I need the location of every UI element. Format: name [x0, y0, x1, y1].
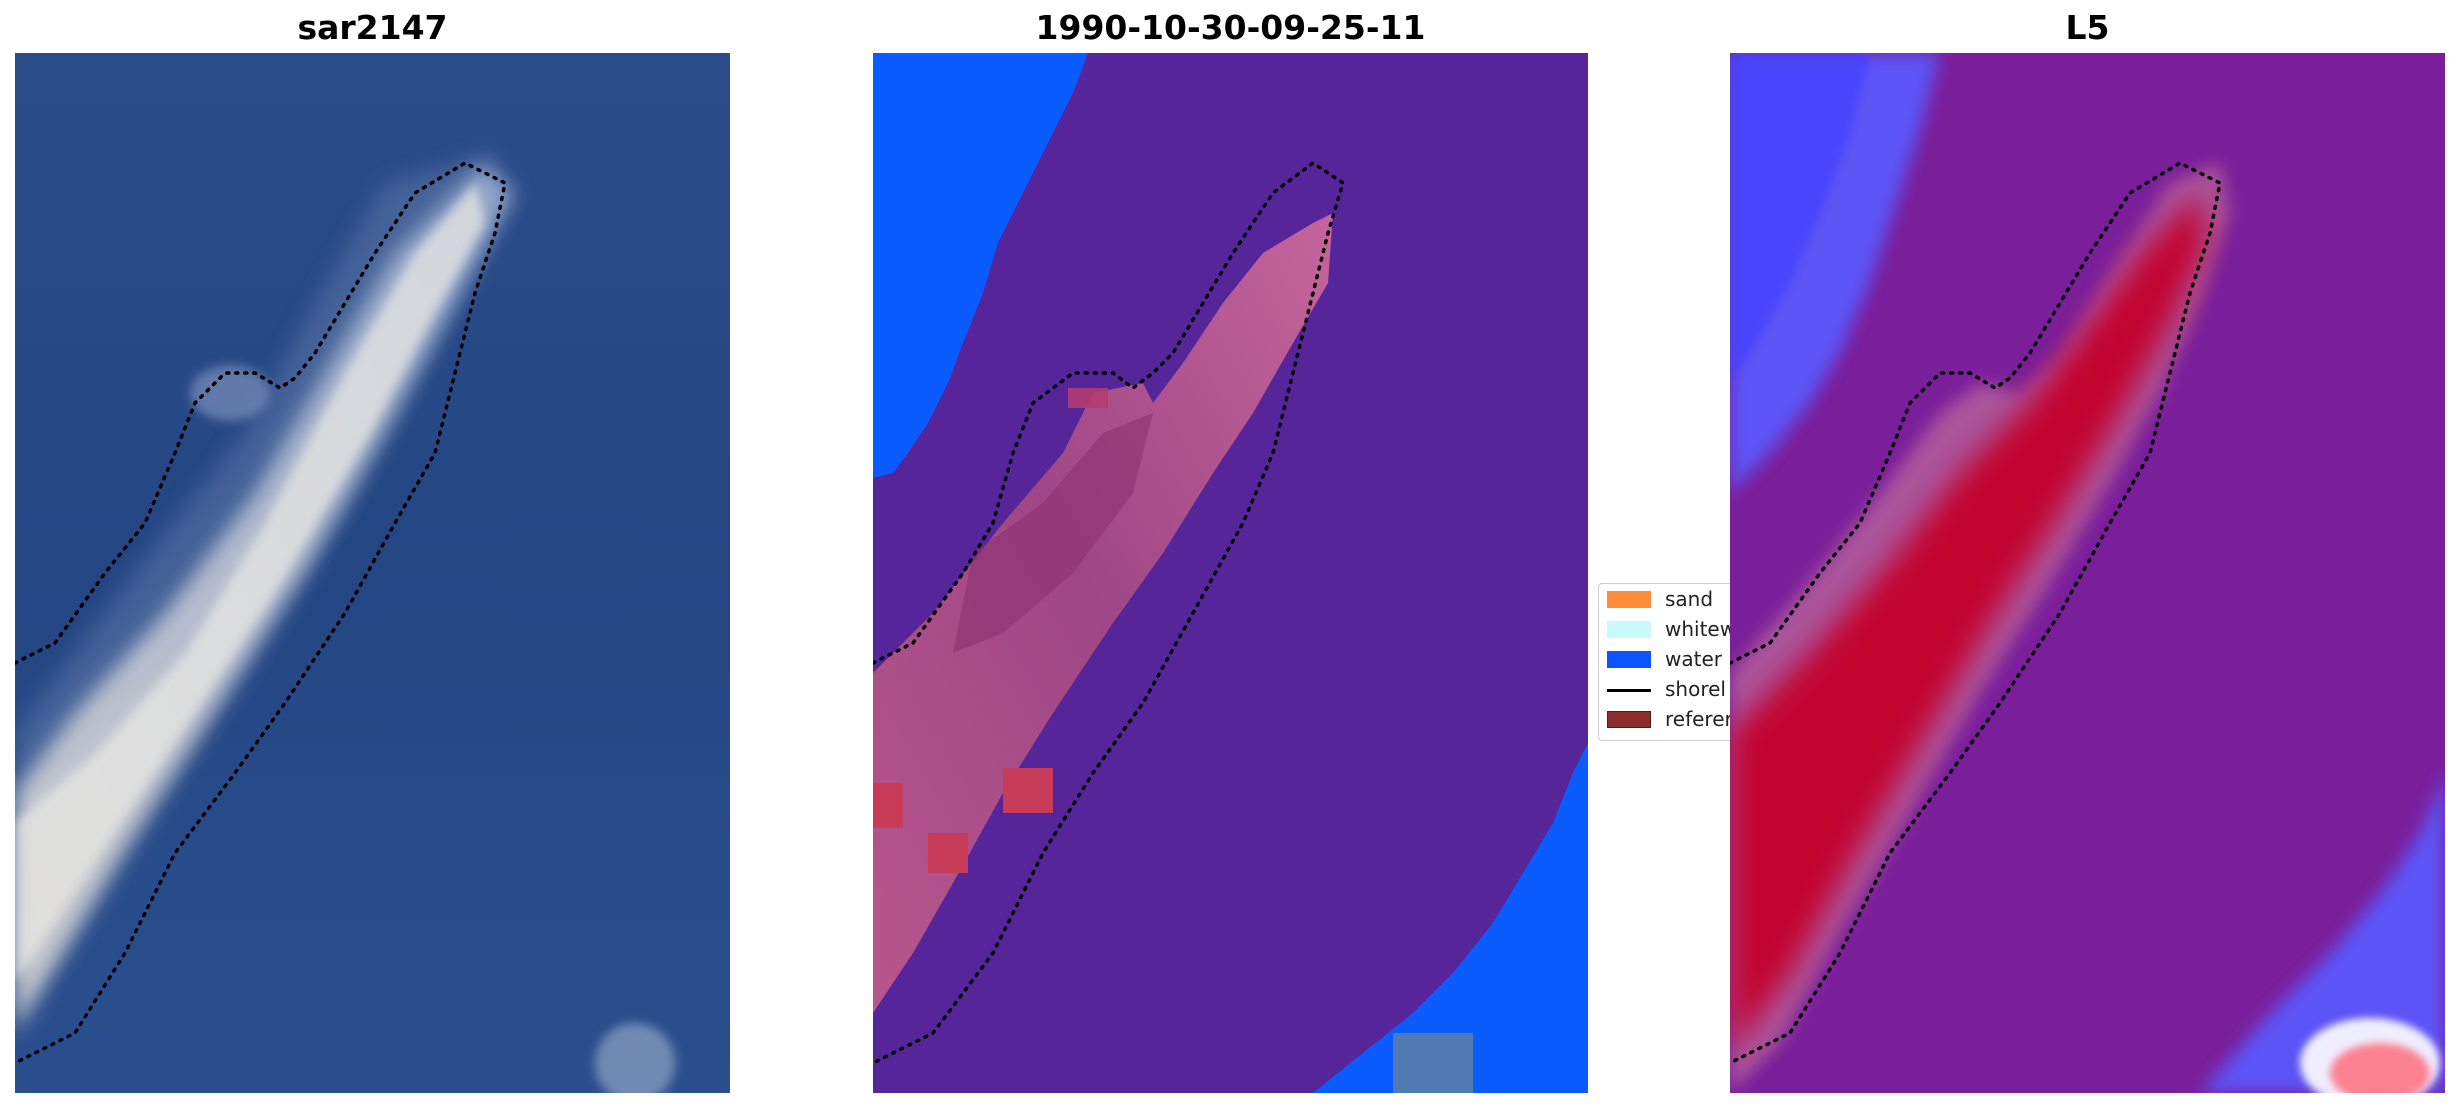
panel-title-rgb: sar2147 — [297, 8, 448, 47]
rgb-image-panel — [15, 53, 730, 1093]
classification-panel — [873, 53, 1588, 1093]
panel-title-probability: L5 — [2065, 8, 2110, 47]
reference-swatch — [1607, 711, 1651, 728]
legend-item-shoreline: shorel — [1599, 676, 1769, 702]
legend-label: water — [1665, 647, 1722, 671]
whitewater-swatch — [1607, 621, 1651, 638]
reference-shoreline — [15, 161, 507, 1065]
probability-panel — [1730, 53, 2445, 1093]
water-region-top-left — [873, 53, 1088, 478]
legend-item-sand: sand — [1599, 586, 1769, 612]
panel-title-classification: 1990-10-30-09-25-11 — [1035, 8, 1426, 47]
spit-land-region — [873, 213, 1333, 1013]
water-swatch — [1607, 651, 1651, 668]
legend-label: sand — [1665, 587, 1714, 611]
sand-swatch — [1607, 591, 1651, 608]
water-region-bottom-right — [1313, 743, 1588, 1093]
reference-patch — [1003, 768, 1053, 813]
legend-label: shorel — [1665, 677, 1726, 701]
legend-label: whitew — [1665, 617, 1737, 641]
legend-item-water: water — [1599, 646, 1769, 672]
legend-label: referer — [1665, 707, 1733, 731]
legend-item-whitewater: whitew — [1599, 616, 1769, 642]
legend-item-reference: referer — [1599, 706, 1769, 732]
shoreline-line-swatch — [1607, 689, 1651, 692]
